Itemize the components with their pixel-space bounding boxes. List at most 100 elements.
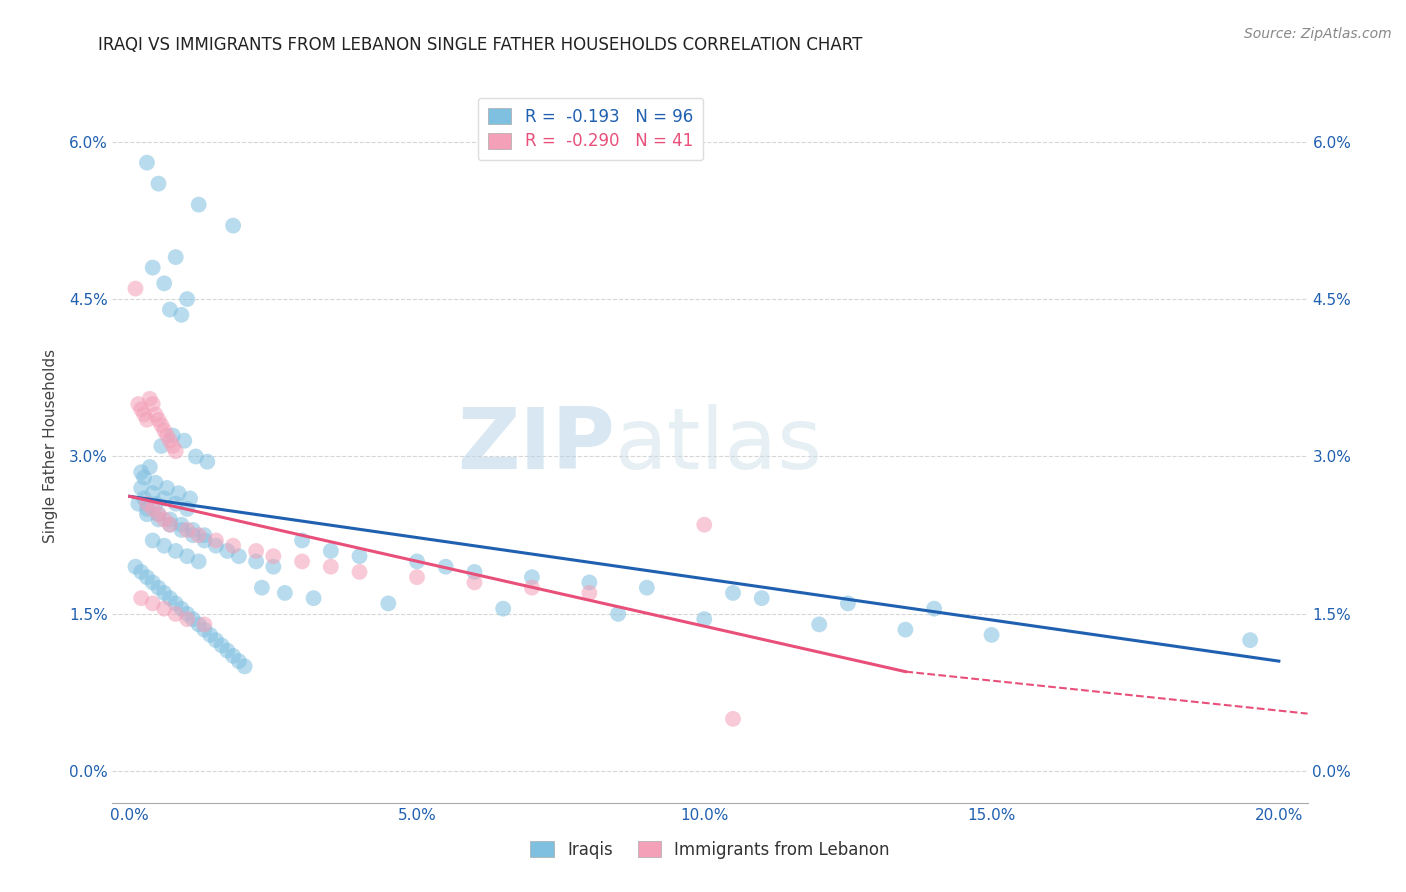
Point: [636, 581, 658, 595]
Point: [153, 423, 176, 437]
Point: [245, 554, 267, 568]
Point: [222, 539, 245, 553]
Point: [406, 570, 429, 584]
Point: [193, 617, 215, 632]
Point: [187, 197, 209, 211]
Point: [377, 596, 399, 610]
Point: [156, 428, 179, 442]
Point: [142, 596, 165, 610]
Point: [165, 250, 187, 264]
Point: [181, 612, 204, 626]
Point: [153, 491, 176, 506]
Point: [319, 544, 342, 558]
Point: [181, 523, 204, 537]
Point: [291, 554, 314, 568]
Point: [349, 549, 371, 564]
Text: Source: ZipAtlas.com: Source: ZipAtlas.com: [1244, 27, 1392, 41]
Point: [217, 643, 239, 657]
Point: [578, 575, 600, 590]
Point: [165, 607, 187, 621]
Point: [176, 502, 198, 516]
Point: [127, 397, 149, 411]
Point: [142, 533, 165, 548]
Point: [193, 533, 215, 548]
Point: [148, 413, 170, 427]
Point: [165, 544, 187, 558]
Point: [142, 486, 165, 500]
Point: [156, 481, 179, 495]
Point: [233, 659, 256, 673]
Text: IRAQI VS IMMIGRANTS FROM LEBANON SINGLE FATHER HOUSEHOLDS CORRELATION CHART: IRAQI VS IMMIGRANTS FROM LEBANON SINGLE …: [98, 36, 863, 54]
Point: [721, 586, 744, 600]
Point: [124, 282, 146, 296]
Point: [165, 497, 187, 511]
Point: [136, 497, 159, 511]
Point: [262, 559, 284, 574]
Point: [148, 507, 170, 521]
Point: [1239, 633, 1261, 648]
Point: [153, 539, 176, 553]
Point: [139, 460, 162, 475]
Point: [250, 581, 273, 595]
Point: [170, 308, 193, 322]
Point: [193, 528, 215, 542]
Point: [170, 517, 193, 532]
Point: [302, 591, 325, 606]
Point: [132, 408, 155, 422]
Point: [142, 397, 165, 411]
Point: [159, 512, 181, 526]
Point: [173, 434, 195, 448]
Point: [129, 481, 152, 495]
Point: [136, 413, 159, 427]
Point: [179, 491, 201, 506]
Point: [136, 507, 159, 521]
Point: [274, 586, 297, 600]
Point: [245, 544, 267, 558]
Point: [148, 512, 170, 526]
Point: [211, 639, 233, 653]
Point: [159, 517, 181, 532]
Point: [693, 612, 716, 626]
Point: [176, 523, 198, 537]
Point: [124, 559, 146, 574]
Point: [198, 628, 221, 642]
Point: [187, 554, 209, 568]
Point: [148, 177, 170, 191]
Point: [181, 528, 204, 542]
Point: [463, 575, 485, 590]
Point: [693, 517, 716, 532]
Point: [922, 601, 945, 615]
Point: [434, 559, 457, 574]
Point: [129, 591, 152, 606]
Point: [228, 654, 250, 668]
Point: [980, 628, 1002, 642]
Point: [148, 581, 170, 595]
Y-axis label: Single Father Households: Single Father Households: [42, 349, 58, 543]
Point: [159, 591, 181, 606]
Point: [520, 570, 543, 584]
Point: [165, 444, 187, 458]
Legend: Iraqis, Immigrants from Lebanon: Iraqis, Immigrants from Lebanon: [523, 835, 897, 866]
Point: [148, 507, 170, 521]
Point: [228, 549, 250, 564]
Point: [136, 155, 159, 169]
Point: [176, 612, 198, 626]
Point: [162, 439, 184, 453]
Point: [165, 596, 187, 610]
Point: [463, 565, 485, 579]
Point: [406, 554, 429, 568]
Point: [159, 302, 181, 317]
Point: [129, 402, 152, 417]
Point: [187, 617, 209, 632]
Point: [205, 533, 228, 548]
Point: [145, 475, 167, 490]
Point: [159, 517, 181, 532]
Point: [139, 392, 162, 406]
Point: [837, 596, 859, 610]
Point: [222, 648, 245, 663]
Point: [136, 502, 159, 516]
Point: [167, 486, 190, 500]
Point: [195, 455, 218, 469]
Point: [492, 601, 515, 615]
Point: [176, 607, 198, 621]
